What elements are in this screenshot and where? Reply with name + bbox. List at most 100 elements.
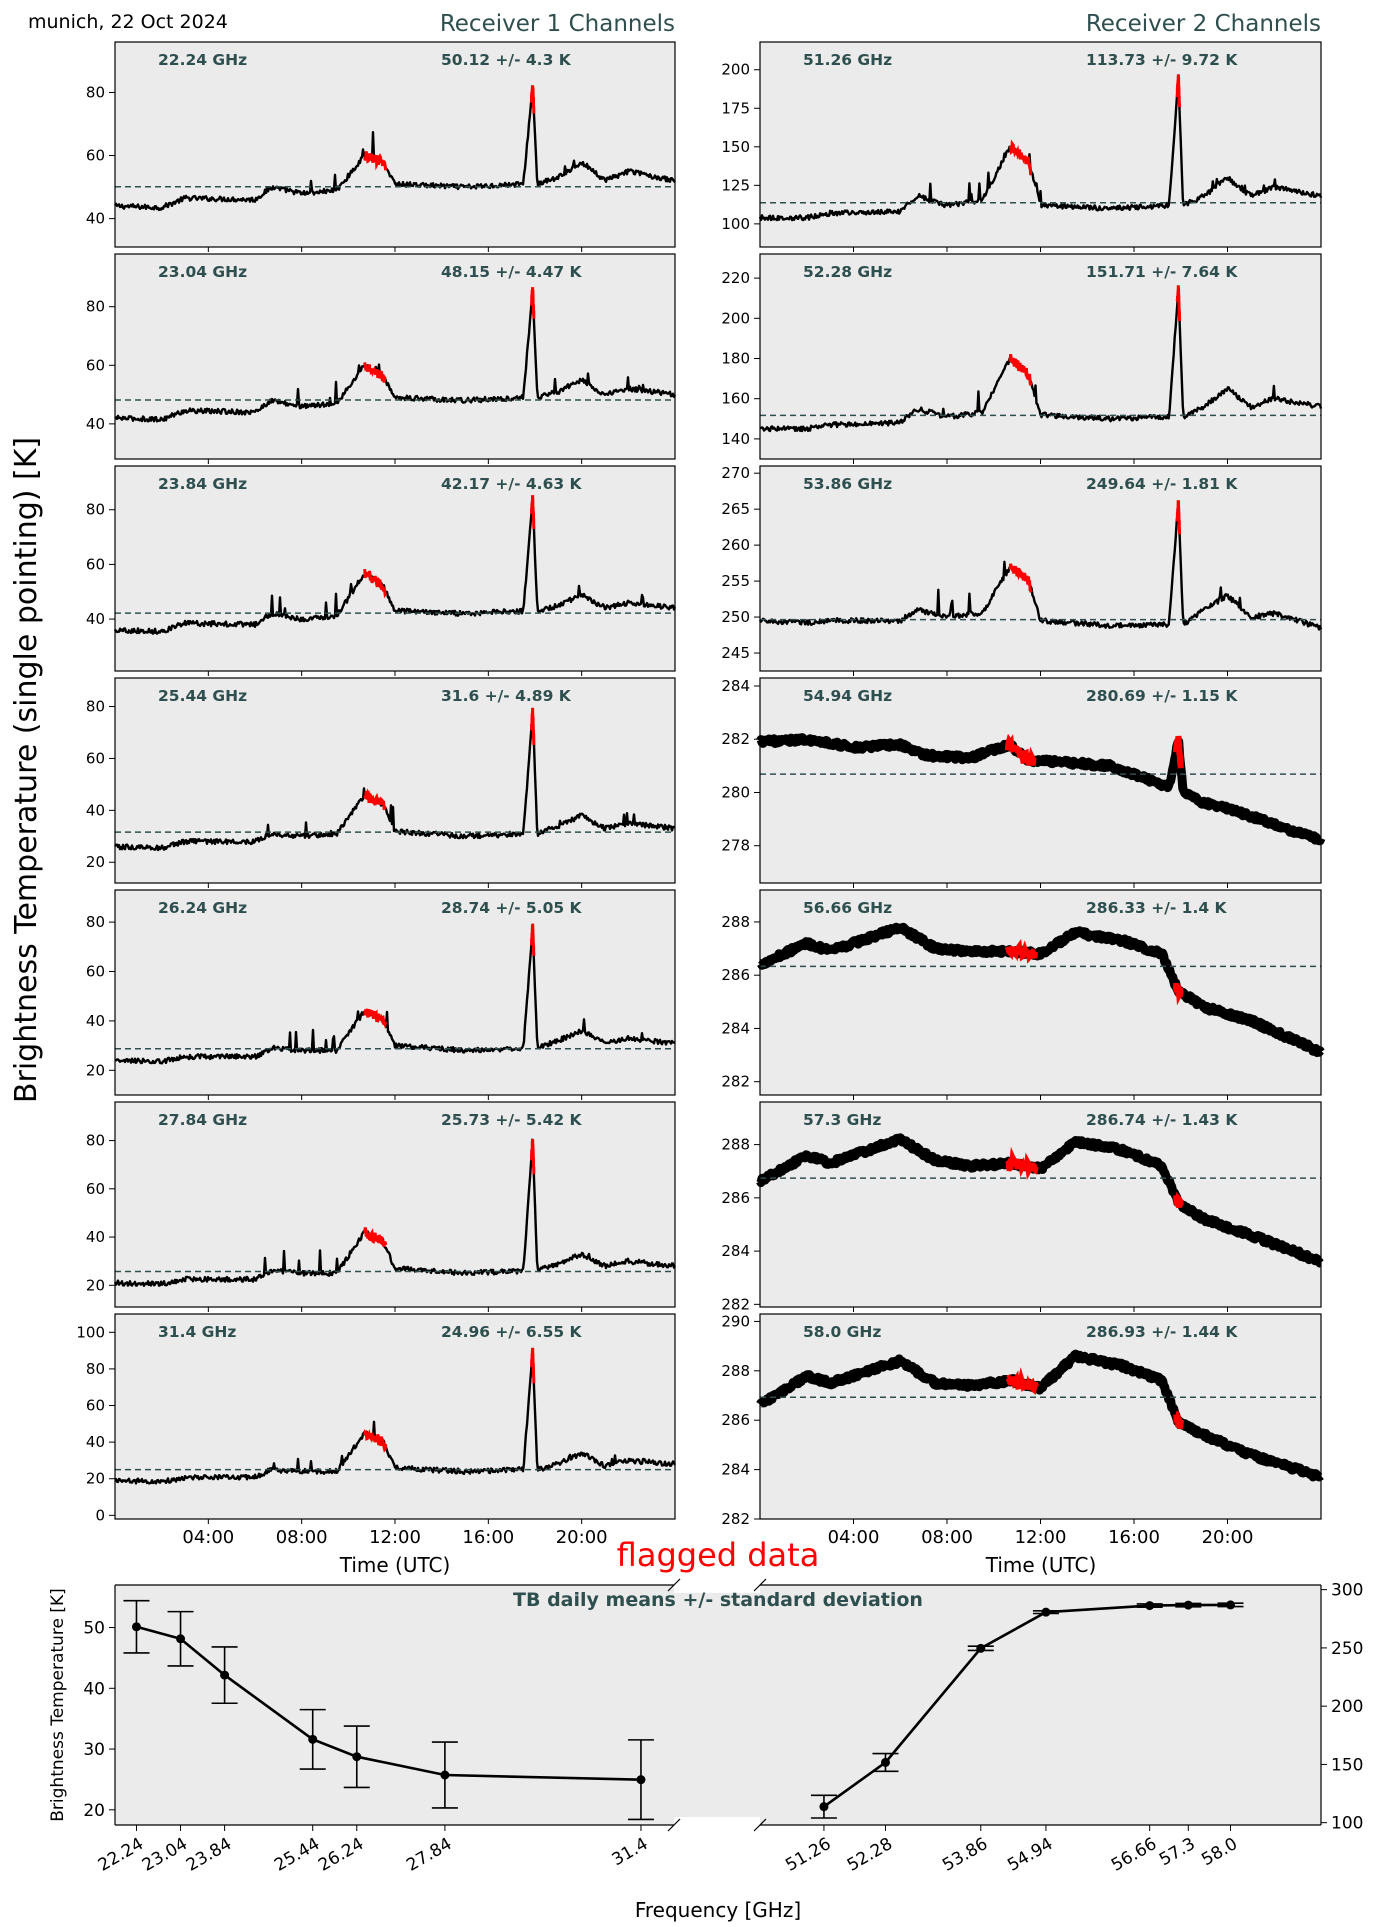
y-tick-label: 200: [721, 61, 750, 79]
y-tick-label: 80: [86, 1360, 105, 1378]
mean-point: [440, 1770, 450, 1780]
location-date-label: munich, 22 Oct 2024: [28, 11, 228, 33]
channel-panel: 282 284 286 288 56.66 GHz 286.33 +/- 1.4 K: [721, 889, 1325, 1100]
flagged-segment: [1005, 1146, 1039, 1181]
flagged-segment: [1173, 1191, 1184, 1208]
frequency-tick-label: 27.84: [403, 1834, 455, 1876]
y-tick-label: 100: [721, 215, 750, 233]
mean-point: [976, 1643, 986, 1653]
series-line: [113, 92, 676, 212]
channel-mean-std-label: 249.64 +/- 1.81 K: [1086, 475, 1238, 493]
axis-break-mark: [753, 1578, 767, 1592]
y-tick-label: 40: [86, 415, 105, 433]
panel-background: [760, 254, 1321, 459]
flagged-segment: [363, 788, 387, 811]
flagged-segment: [1175, 74, 1182, 107]
y-tick-label: 260: [721, 536, 750, 554]
channel-panel: 282 284 286 288 290 58.0 GHz 286.93 +/- 1.44 K: [721, 1312, 1325, 1528]
channel-mean-std-label: 24.96 +/- 6.55 K: [441, 1323, 583, 1341]
y-tick-label: 40: [86, 210, 105, 228]
x-tick-label: 04:00: [182, 1527, 234, 1548]
series-line: [756, 733, 1326, 846]
frequency-tick-label: 51.26: [782, 1834, 834, 1876]
frequency-tick-label: 52.28: [844, 1834, 896, 1876]
y-tick-label: 288: [721, 913, 750, 931]
left-y-tick-label: 40: [83, 1679, 105, 1699]
flagged-segment: [363, 569, 387, 599]
y-tick-label: 150: [721, 138, 750, 156]
y-tick-label: 80: [86, 298, 105, 316]
y-tick-label: 60: [86, 147, 105, 165]
series-line: [114, 717, 676, 852]
y-tick-label: 80: [86, 83, 105, 101]
frequency-tick-label: 23.04: [139, 1834, 191, 1876]
y-tick-label: 80: [86, 501, 105, 519]
series-line: [114, 297, 677, 423]
channel-panel: 100 125 150 175 200 51.26 GHz 113.73 +/- 9.72 …: [721, 41, 1323, 252]
channel-mean-std-label: 42.17 +/- 4.63 K: [441, 475, 583, 493]
x-tick-label: 12:00: [1015, 1527, 1067, 1548]
channel-mean-std-label: 25.73 +/- 5.42 K: [441, 1111, 583, 1129]
y-tick-label: 0: [95, 1506, 105, 1524]
flagged-segment: [363, 1008, 388, 1030]
frequency-tick-label: 25.44: [271, 1834, 323, 1876]
panel-background: [115, 1314, 675, 1519]
series-line: [114, 1356, 677, 1485]
timeseries-panels: 40 60 80 22.24 GHz 50.12 +/- 4.3 K 40 60 80 23.0…: [76, 41, 1326, 1548]
y-tick-label: 286: [721, 966, 750, 984]
y-tick-label: 60: [86, 1180, 105, 1198]
x-tick-label: 12:00: [369, 1527, 421, 1548]
y-tick-label: 160: [721, 390, 750, 408]
frequency-tick-label: 31.4: [609, 1834, 652, 1870]
series-line: [758, 83, 1323, 222]
frequency-tick-label: 54.94: [1004, 1834, 1056, 1876]
channel-frequency-label: 54.94 GHz: [803, 687, 892, 705]
channel-frequency-label: 31.4 GHz: [158, 1323, 236, 1341]
y-tick-label: 286: [721, 1189, 750, 1207]
y-tick-label: 220: [721, 269, 750, 287]
axis-break-mark: [667, 1578, 681, 1592]
flagged-segment: [530, 1138, 536, 1175]
y-tick-label: 288: [721, 1362, 750, 1380]
panel-background: [760, 890, 1321, 1095]
receiver1-title: Receiver 1 Channels: [440, 11, 675, 37]
mean-point: [880, 1757, 890, 1767]
series-line: [113, 505, 677, 635]
flagged-segment: [1173, 982, 1184, 1006]
channel-panel: 40 60 80 22.24 GHz 50.12 +/- 4.3 K: [86, 41, 676, 252]
y-tick-label: 40: [86, 610, 105, 628]
y-tick-label: 80: [86, 1132, 105, 1150]
flagged-segment: [1005, 1367, 1039, 1395]
x-tick-label: 04:00: [828, 1527, 880, 1548]
channel-frequency-label: 56.66 GHz: [803, 899, 892, 917]
panel-background: [115, 678, 675, 883]
channel-panel: 20 40 60 80 26.24 GHz 28.74 +/- 5.05 K: [86, 889, 676, 1100]
channel-frequency-label: 53.86 GHz: [803, 475, 892, 493]
frequency-tick-label: 22.24: [95, 1834, 147, 1876]
channel-mean-std-label: 280.69 +/- 1.15 K: [1086, 687, 1238, 705]
flagged-segment: [363, 1227, 388, 1247]
channel-mean-std-label: 286.74 +/- 1.43 K: [1086, 1111, 1238, 1129]
flagged-segment: [1004, 733, 1037, 766]
channel-frequency-label: 52.28 GHz: [803, 263, 892, 281]
series-line: [114, 932, 676, 1065]
flagged-segment: [363, 362, 387, 383]
channel-frequency-label: 57.3 GHz: [803, 1111, 881, 1129]
frequency-tick-label: 56.66: [1108, 1834, 1160, 1876]
y-tick-label: 40: [86, 801, 105, 819]
channel-mean-std-label: 151.71 +/- 7.64 K: [1086, 263, 1238, 281]
y-tick-label: 288: [721, 1136, 750, 1154]
flagged-segment: [1004, 938, 1039, 964]
flagged-segment: [1008, 353, 1033, 386]
flagged-segment: [530, 1347, 536, 1384]
flagged-segment: [530, 923, 536, 957]
channel-frequency-label: 25.44 GHz: [158, 687, 247, 705]
channel-mean-std-label: 113.73 +/- 9.72 K: [1086, 51, 1238, 69]
x-tick-label: 20:00: [556, 1527, 608, 1548]
y-tick-label: 60: [86, 555, 105, 573]
channel-mean-std-label: 28.74 +/- 5.05 K: [441, 899, 583, 917]
y-tick-label: 265: [721, 500, 750, 518]
series-line: [756, 1133, 1325, 1268]
panel-background: [760, 1314, 1321, 1519]
mean-point: [1226, 1600, 1236, 1610]
